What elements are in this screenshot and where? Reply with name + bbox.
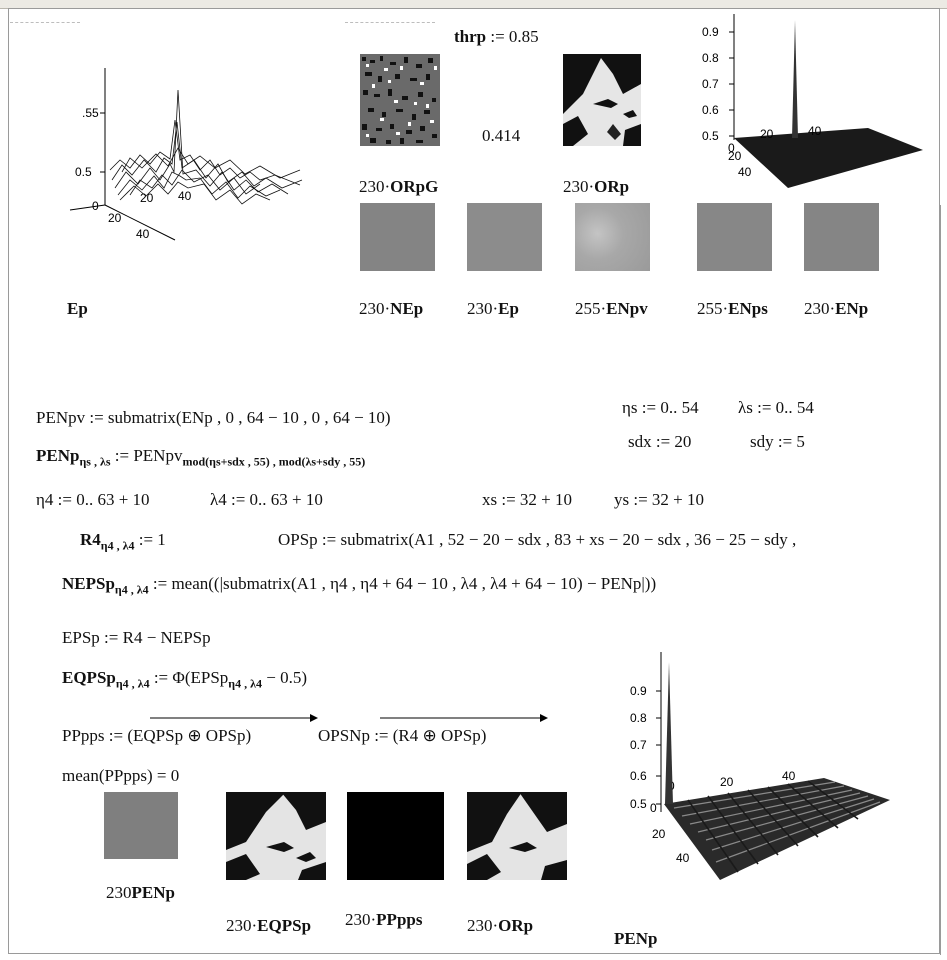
page-break-line bbox=[345, 22, 435, 23]
lambda-s-range[interactable]: λs := 0.. 54 bbox=[738, 398, 814, 417]
enps-label: 255·ENps bbox=[697, 299, 768, 318]
top3d-tick-08: 0.8 bbox=[702, 51, 719, 65]
penp-image-label: 230PENp bbox=[106, 883, 175, 902]
top3d-tick-05: 0.5 bbox=[702, 129, 719, 143]
bot3d-x2: 40 bbox=[782, 769, 796, 783]
ep-image[interactable] bbox=[467, 203, 542, 271]
bot3d-z1: 20 bbox=[652, 827, 666, 841]
score-value: 0.414 bbox=[482, 126, 521, 145]
r4-definition[interactable]: R4η4 , λ4 := 1 bbox=[80, 530, 166, 553]
enp-label: 230·ENp bbox=[804, 299, 869, 318]
eqpsp-label: 230·EQPSp bbox=[226, 916, 312, 935]
nepsp-definition[interactable]: NEPSpη4 , λ4 := mean((|submatrix(A1 , η4… bbox=[62, 574, 657, 597]
top3d-z2: 40 bbox=[738, 165, 752, 179]
orp-face-image[interactable] bbox=[563, 54, 641, 146]
penp-plot-label: PENp bbox=[614, 929, 658, 948]
ep-tick-z3: 40 bbox=[136, 227, 150, 241]
ep-tick-y2: 0.5 bbox=[75, 165, 92, 179]
enps-image[interactable] bbox=[697, 203, 772, 271]
eta-s-range[interactable]: ηs := 0.. 54 bbox=[622, 398, 699, 417]
nep-image[interactable] bbox=[360, 203, 435, 271]
orp-bottom-label: 230·ORp bbox=[467, 916, 534, 935]
top3d-tick-06: 0.6 bbox=[702, 103, 719, 117]
ep-tick-x2: 40 bbox=[178, 189, 192, 203]
ep-tick-z2: 20 bbox=[108, 211, 122, 225]
ep-tick-x1: 20 bbox=[140, 191, 154, 205]
orpg-label: 230·ORpG bbox=[359, 177, 439, 196]
epsp-definition[interactable]: EPSp := R4 − NEPSp bbox=[62, 628, 211, 647]
opsnp-definition[interactable]: OPSNp := (R4 ⊕ OPSp) bbox=[318, 726, 487, 745]
mean-result[interactable]: mean(PPpps) = 0 bbox=[62, 766, 180, 785]
bot3d-tick-06: 0.6 bbox=[630, 769, 647, 783]
thrp-definition[interactable]: thrp := 0.85 bbox=[454, 27, 539, 46]
orpg-noise-image[interactable] bbox=[360, 54, 440, 146]
bot3d-tick-07: 0.7 bbox=[630, 738, 647, 752]
penp-definition[interactable]: PENpηs , λs := PENpvmod(ηs+sdx , 55) , m… bbox=[36, 446, 366, 469]
top3d-x1: 20 bbox=[760, 127, 774, 141]
sdx-definition[interactable]: sdx := 20 bbox=[628, 432, 692, 451]
bot3d-tick-08: 0.8 bbox=[630, 711, 647, 725]
ep-image-label: 230·Ep bbox=[467, 299, 519, 318]
enpv-image[interactable] bbox=[575, 203, 650, 271]
penpv-definition[interactable]: PENpv := submatrix(ENp , 0 , 64 − 10 , 0… bbox=[36, 408, 391, 427]
ep-tick-y1: .55 bbox=[82, 106, 99, 120]
page-right-edge bbox=[940, 205, 941, 955]
page-break-line bbox=[10, 22, 80, 23]
orp-label: 230·ORp bbox=[563, 177, 630, 196]
eqpsp-definition[interactable]: EQPSpη4 , λ4 := Φ(EPSpη4 , λ4 − 0.5) bbox=[62, 668, 307, 691]
top3d-tick-09: 0.9 bbox=[702, 25, 719, 39]
opsp-definition[interactable]: OPSp := submatrix(A1 , 52 − 20 − sdx , 8… bbox=[278, 530, 797, 549]
penp-surface-plot[interactable]: 0.9 0.8 0.7 0.6 0.5 0 20 40 0 20 40 bbox=[628, 650, 898, 885]
bot3d-z0: 0 bbox=[650, 801, 657, 815]
pppps-label: 230·PPpps bbox=[345, 910, 423, 929]
top-surface-plot[interactable]: 0.9 0.8 0.7 0.6 0.5 20 40 0 20 40 bbox=[698, 10, 928, 188]
pppps-image[interactable] bbox=[347, 792, 444, 880]
top3d-tick-07: 0.7 bbox=[702, 77, 719, 91]
eta4-range[interactable]: η4 := 0.. 63 + 10 bbox=[36, 490, 150, 509]
lambda4-range[interactable]: λ4 := 0.. 63 + 10 bbox=[210, 490, 323, 509]
penp-image[interactable] bbox=[104, 792, 178, 859]
sdy-definition[interactable]: sdy := 5 bbox=[750, 432, 805, 451]
ep-plot-label: Ep bbox=[67, 299, 88, 318]
top3d-z1: 20 bbox=[728, 149, 742, 163]
orp-face-image-bottom[interactable] bbox=[467, 792, 567, 880]
vectorize-arrows bbox=[150, 714, 548, 722]
eqpsp-face-image[interactable] bbox=[226, 792, 326, 880]
top3d-x0: 0 bbox=[728, 141, 735, 155]
top3d-x2: 40 bbox=[808, 124, 822, 138]
nep-label: 230·NEp bbox=[359, 299, 424, 318]
enp-image[interactable] bbox=[804, 203, 879, 271]
enpv-label: 255·ENpv bbox=[575, 299, 648, 318]
ys-definition[interactable]: ys := 32 + 10 bbox=[614, 490, 705, 509]
bot3d-tick-09: 0.9 bbox=[630, 684, 647, 698]
bot3d-tick-05: 0.5 bbox=[630, 797, 647, 811]
xs-definition[interactable]: xs := 32 + 10 bbox=[482, 490, 573, 509]
bot3d-x1: 20 bbox=[720, 775, 734, 789]
ep-tick-y3: 0 bbox=[92, 199, 99, 213]
bot3d-z2: 40 bbox=[676, 851, 690, 865]
ep-surface-plot[interactable]: .55 0.5 0 20 40 20 40 bbox=[60, 60, 320, 250]
pppps-definition[interactable]: PPpps := (EQPSp ⊕ OPSp) bbox=[62, 726, 252, 745]
